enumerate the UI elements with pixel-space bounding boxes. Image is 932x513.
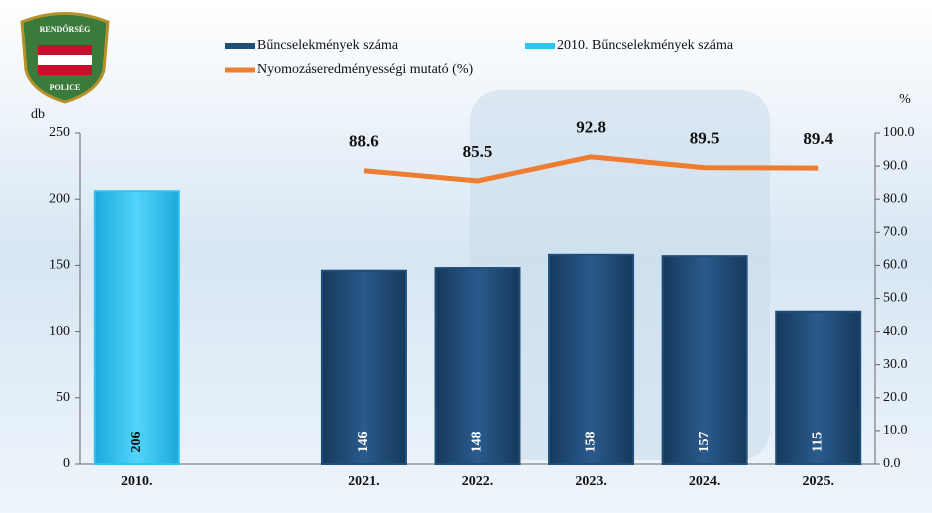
legend-swatch — [225, 43, 255, 49]
legend-label: 2010. Bűncselekmények száma — [557, 38, 734, 53]
data-label: 85.5 — [463, 142, 493, 161]
logo: RENDŐRSÉG POLICE — [20, 12, 110, 104]
x-tick-label: 2023. — [575, 474, 607, 489]
y2-tick-label: 90.0 — [883, 158, 908, 173]
data-label: 89.5 — [690, 129, 720, 148]
data-label: 88.6 — [349, 132, 379, 151]
y2-tick-label: 50.0 — [883, 291, 908, 306]
bar — [434, 267, 521, 465]
data-label: 206 — [129, 432, 144, 453]
x-tick-label: 2010. — [121, 474, 153, 489]
y-tick-label: 100 — [49, 324, 70, 339]
bar — [661, 255, 748, 465]
x-tick-label: 2021. — [348, 474, 380, 489]
y2-tick-label: 20.0 — [883, 390, 908, 405]
logo-top: RENDŐRSÉG — [40, 24, 91, 34]
data-label: 146 — [356, 432, 371, 453]
y-tick-label: 50 — [56, 390, 70, 405]
data-label: 148 — [470, 432, 485, 453]
legend-label: Nyomozáseredményességi mutató (%) — [257, 62, 473, 77]
data-label: 158 — [583, 432, 598, 453]
data-label: 157 — [697, 432, 712, 453]
line — [363, 154, 819, 184]
data-label: 92.8 — [576, 118, 606, 137]
y2-tick-label: 40.0 — [883, 324, 908, 339]
x-tick-label: 2022. — [462, 474, 494, 489]
y-tick-label: 250 — [49, 125, 70, 140]
y2-tick-label: 70.0 — [883, 225, 908, 240]
bar — [320, 269, 407, 466]
x-tick-label: 2024. — [689, 474, 721, 489]
y-tick-label: 150 — [49, 258, 70, 273]
data-label: 89.4 — [803, 129, 833, 148]
bar — [548, 253, 635, 465]
x-tick-label: 2025. — [802, 474, 834, 489]
y2-tick-label: 100.0 — [883, 125, 915, 140]
y2-tick-label: 0.0 — [883, 456, 901, 471]
y-tick-label: 0 — [63, 456, 70, 471]
y2-tick-label: 10.0 — [883, 423, 908, 438]
legend-label: Bűncselekmények száma — [257, 38, 399, 53]
y2-tick-label: 30.0 — [883, 357, 908, 372]
bar — [93, 190, 180, 465]
y-axis-label: db — [31, 107, 45, 122]
y2-tick-label: 80.0 — [883, 191, 908, 206]
y-tick-label: 200 — [49, 191, 70, 206]
logo-bottom: POLICE — [50, 83, 81, 92]
y2-tick-label: 60.0 — [883, 258, 908, 273]
y2-axis-label: % — [899, 92, 911, 107]
data-label: 115 — [810, 432, 825, 452]
legend-swatch — [525, 43, 555, 49]
bar — [775, 310, 862, 465]
